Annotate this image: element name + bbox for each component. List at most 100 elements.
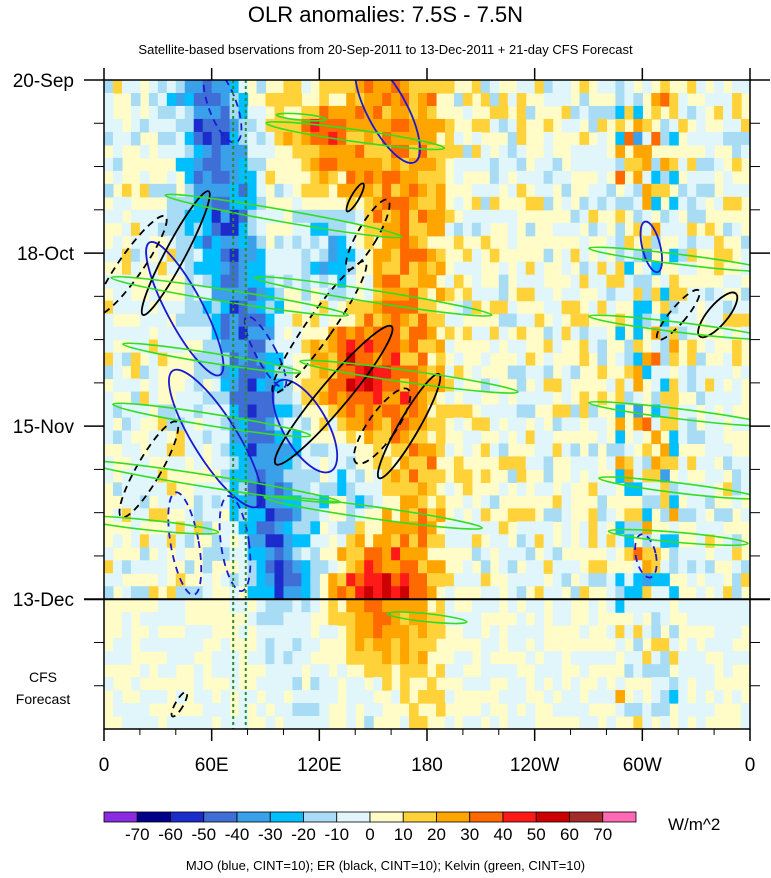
heatmap-cell [382, 300, 392, 315]
heatmap-cell [552, 443, 563, 458]
heatmap-cell [642, 664, 652, 678]
heatmap-cell [211, 235, 222, 250]
heatmap-cell [489, 495, 500, 509]
heatmap-cell [615, 677, 625, 691]
heatmap-cell [723, 326, 733, 341]
heatmap-cell [256, 443, 267, 458]
heatmap-cell [130, 677, 141, 691]
heatmap-cell [606, 183, 617, 198]
heatmap-cell [166, 495, 177, 509]
heatmap-cell [453, 508, 464, 522]
heatmap-cell [498, 521, 509, 535]
colorbar-label: -60 [158, 825, 183, 844]
heatmap-cell [274, 573, 285, 587]
heatmap-cell [642, 196, 652, 211]
heatmap-cell [543, 248, 554, 263]
heatmap-cell [507, 92, 518, 107]
heatmap-cell [301, 495, 311, 509]
heatmap-cell [597, 534, 608, 548]
heatmap-cell [283, 404, 294, 419]
heatmap-cell [660, 651, 670, 665]
heatmap-cell [570, 651, 581, 665]
heatmap-cell [283, 456, 294, 470]
heatmap-cell [337, 443, 347, 458]
heatmap-cell [489, 170, 500, 185]
heatmap-cell [130, 586, 141, 600]
heatmap-cell [723, 534, 733, 548]
heatmap-cell [184, 326, 195, 341]
heatmap-cell [525, 196, 536, 211]
heatmap-cell [130, 417, 141, 432]
heatmap-cell [274, 209, 285, 224]
heatmap-cell [346, 144, 356, 159]
heatmap-cell [337, 547, 347, 561]
heatmap-cell [427, 560, 437, 574]
heatmap-cell [364, 209, 374, 224]
heatmap-cell [382, 534, 392, 548]
heatmap-cell [642, 716, 652, 729]
heatmap-cell [175, 339, 186, 354]
heatmap-cell [364, 196, 374, 211]
heatmap-cell [525, 391, 536, 406]
heatmap-cell [247, 313, 258, 328]
heatmap-cell [660, 586, 670, 600]
heatmap-cell [104, 209, 114, 224]
heatmap-cell [705, 521, 715, 535]
heatmap-cell [400, 313, 410, 328]
heatmap-cell [229, 651, 240, 665]
heatmap-cell [534, 638, 545, 652]
heatmap-cell [660, 703, 670, 717]
heatmap-cell [633, 612, 643, 626]
heatmap-cell [130, 508, 141, 522]
heatmap-cell [561, 443, 572, 458]
heatmap-cell [112, 170, 123, 185]
heatmap-cell [211, 170, 222, 185]
heatmap-cell [723, 482, 733, 496]
heatmap-cell [292, 248, 302, 263]
heatmap-cell [229, 573, 240, 587]
heatmap-cell [651, 430, 661, 445]
heatmap-cell [202, 157, 213, 172]
colorbar-label: 50 [527, 825, 546, 844]
heatmap-cell [391, 391, 401, 406]
heatmap-cell [678, 469, 688, 483]
heatmap-cell [678, 560, 688, 574]
heatmap-cell [346, 222, 356, 237]
heatmap-cell [462, 326, 473, 341]
heatmap-cell [714, 391, 724, 406]
heatmap-cell [166, 586, 177, 600]
heatmap-cell [229, 92, 240, 107]
heatmap-cell [301, 183, 311, 198]
heatmap-cell [633, 716, 643, 729]
heatmap-cell [391, 183, 401, 198]
heatmap-cell [175, 599, 186, 613]
heatmap-cell [418, 235, 428, 250]
heatmap-cell [301, 157, 311, 172]
heatmap-cell [588, 469, 599, 483]
heatmap-cell [435, 248, 446, 263]
heatmap-cell [193, 235, 204, 250]
heatmap-cell [256, 313, 267, 328]
heatmap-cell [418, 690, 428, 704]
heatmap-cell [642, 209, 652, 224]
heatmap-cell [166, 209, 177, 224]
heatmap-cell [211, 92, 222, 107]
heatmap-cell [373, 105, 383, 120]
heatmap-cell [220, 274, 231, 289]
heatmap-cell [346, 469, 356, 483]
heatmap-cell [139, 534, 150, 548]
heatmap-cell [130, 300, 141, 315]
heatmap-cell [202, 352, 213, 367]
heatmap-cell [301, 417, 311, 432]
heatmap-cell [328, 105, 338, 120]
heatmap-cell [247, 560, 258, 574]
heatmap-cell [148, 118, 159, 133]
heatmap-cell [678, 378, 688, 393]
heatmap-cell [498, 274, 509, 289]
heatmap-cell [435, 508, 446, 522]
heatmap-cell [256, 131, 267, 146]
heatmap-cell [337, 417, 347, 432]
heatmap-cell [373, 573, 383, 587]
heatmap-cell [202, 144, 213, 159]
colorbar-label: 40 [494, 825, 513, 844]
